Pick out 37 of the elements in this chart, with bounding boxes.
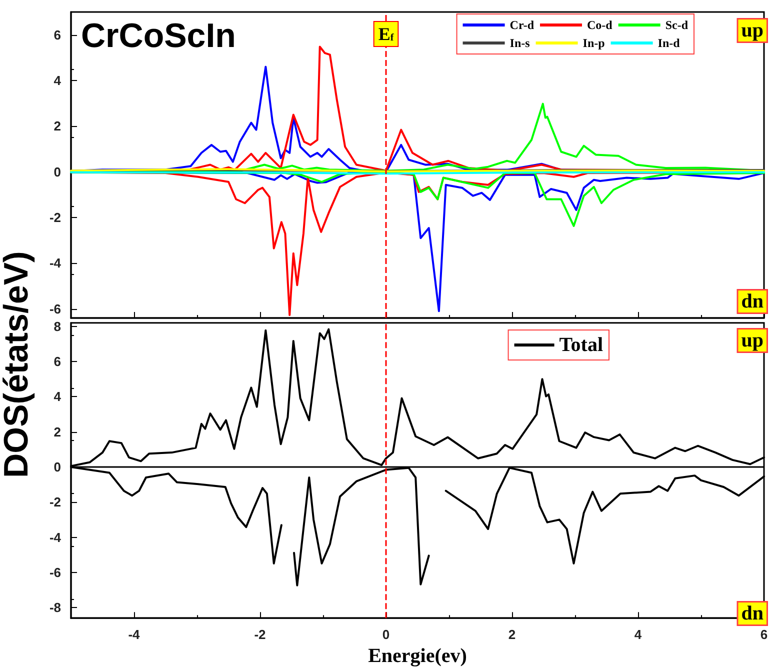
y-tick-label: 0 — [54, 164, 61, 180]
ref-line-label: Ef — [378, 24, 394, 44]
legend-label: In-d — [658, 36, 680, 50]
legend-label: In-s — [510, 36, 530, 50]
y-tick-label: 0 — [54, 459, 61, 474]
y-tick-label: -2 — [49, 210, 61, 226]
y-tick-label: 2 — [54, 424, 61, 440]
x-tick-label: 0 — [382, 627, 390, 642]
legend-label: Total — [559, 334, 604, 356]
legend-label: Cr-d — [510, 18, 534, 32]
x-tick-label: 4 — [634, 627, 642, 642]
y-tick-label: 4 — [54, 73, 62, 88]
y-tick-label: 6 — [54, 27, 61, 42]
y-tick-label: -6 — [49, 301, 61, 316]
x-axis-title: Energie(ev) — [368, 645, 467, 667]
x-tick-label: 6 — [760, 627, 768, 642]
y-axis-title: DOS(états/eV) — [0, 250, 36, 480]
annotation: dn — [741, 290, 764, 312]
legend-label: Co-d — [586, 18, 613, 32]
x-tick-label: -2 — [254, 627, 266, 642]
y-tick-label: -4 — [49, 530, 62, 545]
chart-title: CrCoScIn — [81, 17, 236, 55]
y-tick-label: -8 — [49, 600, 61, 616]
y-tick-label: 6 — [54, 354, 61, 370]
annotation: up — [741, 20, 764, 42]
y-tick-label: -6 — [49, 564, 61, 580]
y-tick-label: 2 — [54, 118, 61, 134]
y-tick-label: 4 — [54, 389, 62, 404]
x-tick-label: 2 — [508, 627, 516, 642]
legend-label: In-p — [582, 36, 606, 50]
y-tick-label: 8 — [54, 318, 61, 334]
y-tick-label: -2 — [49, 494, 61, 510]
legend-label: Sc-d — [665, 18, 688, 32]
annotation: up — [741, 330, 764, 352]
x-tick-label: -4 — [128, 627, 141, 642]
y-tick-label: -4 — [49, 256, 62, 271]
annotation: dn — [741, 602, 764, 624]
